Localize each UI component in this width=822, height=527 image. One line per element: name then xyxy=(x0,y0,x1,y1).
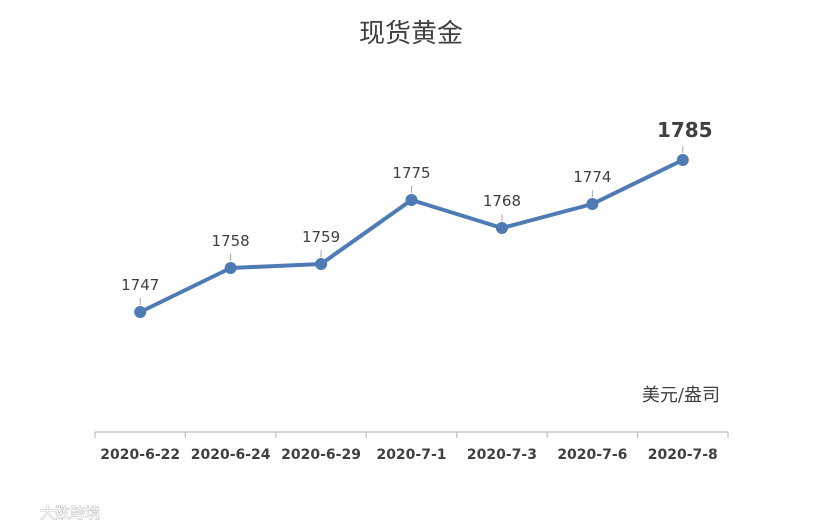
unit-label: 美元/盎司 xyxy=(642,385,720,406)
data-labels: 1747 1758 1759 1775 1768 1774 1785 xyxy=(121,118,713,305)
x-tick-label: 2020-6-22 xyxy=(100,447,180,463)
x-tick-label: 2020-7-6 xyxy=(557,447,627,463)
chart-title: 现货黄金 xyxy=(359,19,463,49)
data-label: 1774 xyxy=(573,168,611,186)
data-point xyxy=(315,258,328,270)
data-label: 1758 xyxy=(212,232,250,250)
data-label: 1747 xyxy=(121,276,159,294)
data-points xyxy=(134,154,689,318)
data-point xyxy=(224,262,237,274)
x-tick-label: 2020-7-1 xyxy=(376,447,446,463)
data-point xyxy=(134,306,147,318)
x-tick-label: 2020-6-29 xyxy=(281,447,361,463)
data-label: 1759 xyxy=(302,228,340,246)
watermark-text: 大数跨境 xyxy=(40,504,100,522)
x-tick-label: 2020-7-3 xyxy=(467,447,537,463)
data-point xyxy=(676,154,689,166)
data-point xyxy=(586,198,599,210)
data-label: 1785 xyxy=(657,118,713,142)
data-point xyxy=(495,222,508,234)
data-point xyxy=(405,194,418,206)
x-tick-label: 2020-7-8 xyxy=(648,447,718,463)
x-tick-label: 2020-6-24 xyxy=(191,447,271,463)
data-label: 1768 xyxy=(483,192,521,210)
x-axis-labels: 2020-6-22 2020-6-24 2020-6-29 2020-7-1 2020-… xyxy=(100,447,718,463)
x-axis-ticks xyxy=(94,432,729,438)
data-label: 1775 xyxy=(392,164,430,182)
